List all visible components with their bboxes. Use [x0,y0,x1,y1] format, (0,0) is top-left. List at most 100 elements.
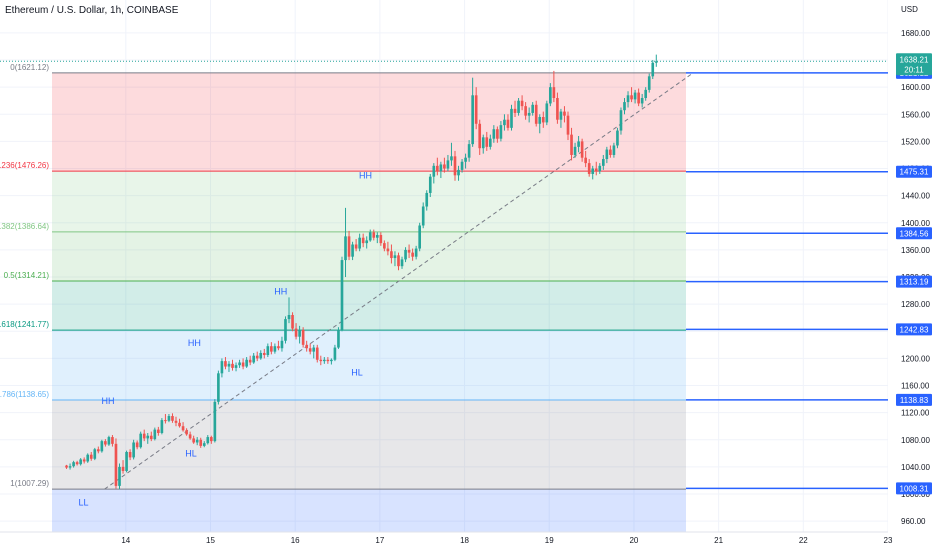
candle-body [450,156,453,161]
candle-body [121,466,125,471]
structure-label: HH [359,171,372,181]
candle-body [418,225,422,249]
fib-zone [52,400,686,490]
last-price-countdown: 20:11 [904,65,924,74]
candle-body [397,255,400,267]
candle-body [326,359,330,362]
candle-body [545,103,549,123]
candle-body [245,359,248,367]
candle-body [443,164,446,169]
candle-body [541,117,545,123]
candle-body [517,100,520,113]
time-tick-label: 17 [375,536,384,545]
candle-body [651,62,655,77]
candle-body [259,352,263,359]
candle-body [439,164,443,172]
candle-body [192,438,195,443]
price-tick-label: 1120.00 [901,409,930,418]
candle-body [252,355,256,363]
fib-level-label: 0(1621.12) [10,63,49,72]
candle-body [428,176,432,193]
fib-zone [52,171,686,232]
candle-body [100,441,104,452]
candle-body [284,319,287,341]
candle-body [277,346,280,349]
time-tick-label: 19 [545,536,554,545]
candle-body [506,119,510,128]
candle-body [616,130,619,146]
price-axis-bg [888,0,932,550]
candle-body [485,137,489,147]
candle-body [354,244,358,249]
candle-body [464,157,467,162]
candle-body [584,157,587,164]
candle-body [344,236,347,261]
candle-body [481,137,485,149]
ray-price-tag [896,227,932,240]
fib-level-label: 0.786(1138.65) [0,390,49,399]
candle-body [361,237,365,244]
ray-price-tag [896,482,932,495]
fib-level-lines: 0(1621.12) 0.236(1476.26) 0.382(1386.64) 0.… [0,60,888,490]
candle-body [612,145,616,155]
time-tick-label: 20 [629,536,638,545]
candle-body [206,437,210,444]
candle-body [436,165,439,172]
candle-body [294,328,298,337]
time-tick-label: 22 [799,536,808,545]
candle-body [407,249,411,253]
price-tick-label: 960.00 [901,517,926,526]
candle-body [644,89,648,99]
candle-body [209,437,213,442]
candle-body [213,401,217,442]
price-tick-label: 1560.00 [901,110,930,119]
candle-body [160,420,164,433]
candle-body [224,361,227,367]
candle-body [587,163,591,174]
candle-body [400,259,404,267]
fib-level-label: 0.382(1386.64) [0,222,49,231]
candle-body [167,416,171,421]
price-axis: USD 960.00 1000.00 1040.00 1080.00 1120.00 116… [888,0,932,550]
candle-body [287,315,291,320]
time-tick-label: 15 [206,536,215,545]
candle-body [266,346,270,356]
candle-body [89,454,93,459]
candle-body [626,95,630,103]
candle-body [125,451,128,471]
candle-body [118,466,121,486]
candle-body [340,260,344,330]
candle-body [425,192,429,207]
fib-zone [52,489,686,532]
fib-zone [52,280,686,331]
ray-price-tag-label: 1475.31 [900,168,929,177]
candle-body [570,134,573,155]
candle-body [577,141,580,147]
candle-body [86,454,90,462]
fib-level-label: 1(1007.29) [10,479,49,488]
candle-body [368,232,372,241]
candle-body [474,95,478,124]
trend-line [104,72,694,490]
candle-body [139,433,143,448]
last-price-value: 1638.21 [900,55,929,64]
candle-body [181,426,185,431]
candle-body [619,110,623,131]
candle-body [347,236,351,257]
candle-body [351,244,354,257]
candle-body [513,108,517,113]
candle-body [217,373,220,402]
candle-body [383,243,386,249]
candle-body [65,465,68,468]
candle-body [633,92,637,100]
time-tick-label: 14 [121,536,130,545]
fib-level-label: 0.5(1314.21) [4,271,50,280]
structure-label: HH [102,396,115,406]
candle-body [308,348,312,352]
candle-body [534,104,538,124]
candle-body [467,144,471,158]
structure-label: HH [274,287,287,297]
time-tick-label: 16 [291,536,300,545]
